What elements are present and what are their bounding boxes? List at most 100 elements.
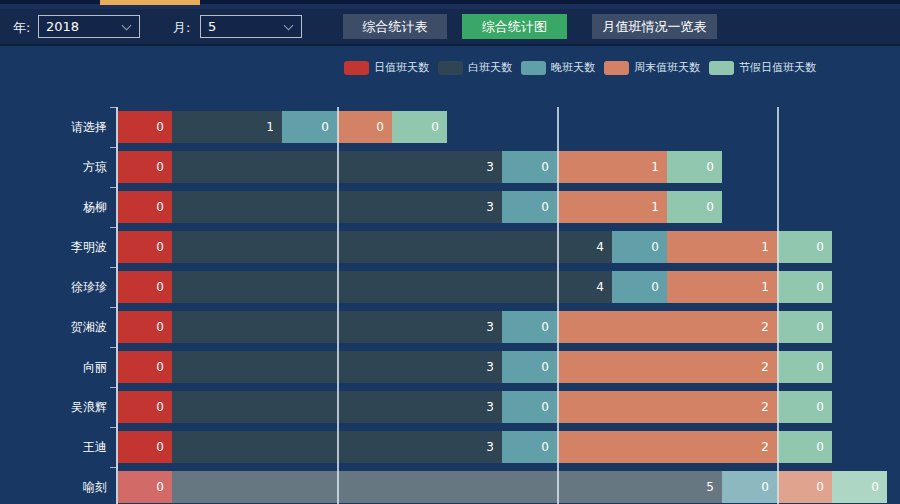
bar-segment[interactable]: 5 bbox=[172, 471, 722, 503]
stats-chart-button[interactable]: 综合统计图 bbox=[462, 14, 567, 39]
stats-table-button[interactable]: 综合统计表 bbox=[343, 14, 447, 39]
legend-item[interactable]: 节假日值班天数 bbox=[709, 60, 816, 75]
bar-segment[interactable]: 0 bbox=[502, 151, 557, 183]
legend-item[interactable]: 日值班天数 bbox=[344, 60, 429, 75]
axis-tick bbox=[110, 347, 116, 348]
bar-segment[interactable]: 1 bbox=[667, 271, 777, 303]
month-label: 月: bbox=[173, 19, 190, 37]
bar-segment[interactable]: 0 bbox=[777, 391, 832, 423]
axis-tick bbox=[110, 147, 116, 148]
legend-item[interactable]: 周末值班天数 bbox=[604, 60, 700, 75]
bar-segment[interactable]: 0 bbox=[667, 191, 722, 223]
axis-tick bbox=[110, 467, 116, 468]
bar-segment[interactable]: 0 bbox=[117, 151, 172, 183]
gridline bbox=[777, 107, 779, 504]
year-select[interactable]: 2018 bbox=[38, 15, 140, 38]
bar-segment[interactable]: 2 bbox=[557, 431, 777, 463]
axis-tick bbox=[110, 107, 116, 108]
bar-row: 04010 bbox=[117, 231, 832, 263]
y-axis-label: 请选择 bbox=[0, 111, 107, 143]
y-axis-label: 方琼 bbox=[0, 151, 107, 183]
bar-segment[interactable]: 0 bbox=[832, 471, 887, 503]
bar-segment[interactable]: 0 bbox=[777, 431, 832, 463]
bar-segment[interactable]: 0 bbox=[117, 391, 172, 423]
bar-row: 05000 bbox=[117, 471, 887, 503]
y-axis-label: 李明波 bbox=[0, 231, 107, 263]
bar-segment[interactable]: 1 bbox=[667, 231, 777, 263]
bar-segment[interactable]: 0 bbox=[117, 111, 172, 143]
bar-row: 03010 bbox=[117, 191, 722, 223]
bar-segment[interactable]: 0 bbox=[117, 271, 172, 303]
bar-segment[interactable]: 0 bbox=[117, 471, 172, 503]
legend-label: 周末值班天数 bbox=[634, 60, 700, 75]
gridline bbox=[557, 107, 559, 504]
year-label: 年: bbox=[13, 19, 30, 37]
bar-segment[interactable]: 2 bbox=[557, 311, 777, 343]
legend-swatch bbox=[709, 61, 734, 75]
monthly-duty-list-button[interactable]: 月值班情况一览表 bbox=[592, 14, 717, 39]
toolbar: 年: 2018 月: 5 综合统计表 综合统计图 月值班情况一览表 bbox=[0, 9, 900, 46]
y-axis-label: 喻刻 bbox=[0, 471, 107, 503]
bar-segment[interactable]: 1 bbox=[557, 151, 667, 183]
bar-segment[interactable]: 0 bbox=[777, 351, 832, 383]
bar-segment[interactable]: 4 bbox=[172, 231, 612, 263]
bar-row: 03020 bbox=[117, 351, 832, 383]
legend-label: 晚班天数 bbox=[551, 60, 595, 75]
legend-swatch bbox=[438, 61, 463, 75]
legend-label: 日值班天数 bbox=[374, 60, 429, 75]
month-select-value: 5 bbox=[208, 19, 216, 34]
axis-tick bbox=[110, 187, 116, 188]
bar-segment[interactable]: 0 bbox=[722, 471, 777, 503]
axis-tick bbox=[110, 427, 116, 428]
bar-segment[interactable]: 0 bbox=[777, 231, 832, 263]
bar-row: 03010 bbox=[117, 151, 722, 183]
bar-segment[interactable]: 0 bbox=[502, 431, 557, 463]
legend-item[interactable]: 白班天数 bbox=[438, 60, 512, 75]
bar-row: 01000 bbox=[117, 111, 447, 143]
legend-swatch bbox=[521, 61, 546, 75]
bar-segment[interactable]: 2 bbox=[557, 351, 777, 383]
bar-segment[interactable]: 1 bbox=[557, 191, 667, 223]
y-axis-label: 贺湘波 bbox=[0, 311, 107, 343]
bar-segment[interactable]: 0 bbox=[117, 191, 172, 223]
year-select-value: 2018 bbox=[46, 19, 79, 34]
bar-segment[interactable]: 0 bbox=[282, 111, 337, 143]
bar-segment[interactable]: 0 bbox=[502, 311, 557, 343]
bar-segment[interactable]: 0 bbox=[502, 391, 557, 423]
bar-segment[interactable]: 4 bbox=[172, 271, 612, 303]
bar-segment[interactable]: 0 bbox=[117, 231, 172, 263]
y-axis-label: 王迪 bbox=[0, 431, 107, 463]
axis-tick bbox=[110, 267, 116, 268]
bar-segment[interactable]: 0 bbox=[337, 111, 392, 143]
bar-row: 03020 bbox=[117, 431, 832, 463]
bar-row: 04010 bbox=[117, 271, 832, 303]
month-select[interactable]: 5 bbox=[200, 15, 302, 38]
bar-row: 03020 bbox=[117, 311, 832, 343]
bar-segment[interactable]: 0 bbox=[117, 431, 172, 463]
bar-segment[interactable]: 0 bbox=[117, 311, 172, 343]
bar-segment[interactable]: 1 bbox=[172, 111, 282, 143]
legend-swatch bbox=[604, 61, 629, 75]
bar-segment[interactable]: 0 bbox=[612, 231, 667, 263]
bar-segment[interactable]: 0 bbox=[502, 191, 557, 223]
legend-swatch bbox=[344, 61, 369, 75]
bar-segment[interactable]: 0 bbox=[612, 271, 667, 303]
legend-item[interactable]: 晚班天数 bbox=[521, 60, 595, 75]
duty-stacked-bar-chart: 请选择01000方琼03010杨柳03010李明波04010徐珍珍04010贺湘… bbox=[0, 0, 900, 504]
top-accent-bar bbox=[100, 0, 200, 5]
bar-segment[interactable]: 0 bbox=[777, 471, 832, 503]
bar-segment[interactable]: 0 bbox=[502, 351, 557, 383]
bar-segment[interactable]: 0 bbox=[117, 351, 172, 383]
gridline bbox=[337, 107, 339, 504]
legend-label: 白班天数 bbox=[468, 60, 512, 75]
axis-tick bbox=[110, 307, 116, 308]
bar-segment[interactable]: 0 bbox=[667, 151, 722, 183]
y-axis-label: 徐珍珍 bbox=[0, 271, 107, 303]
chart-legend: 日值班天数 白班天数 晚班天数 周末值班天数节假日值班天数 bbox=[344, 60, 816, 75]
bar-segment[interactable]: 2 bbox=[557, 391, 777, 423]
y-axis-label: 杨柳 bbox=[0, 191, 107, 223]
bar-segment[interactable]: 0 bbox=[392, 111, 447, 143]
bar-segment[interactable]: 0 bbox=[777, 311, 832, 343]
bar-segment[interactable]: 0 bbox=[777, 271, 832, 303]
chevron-down-icon bbox=[122, 21, 132, 31]
